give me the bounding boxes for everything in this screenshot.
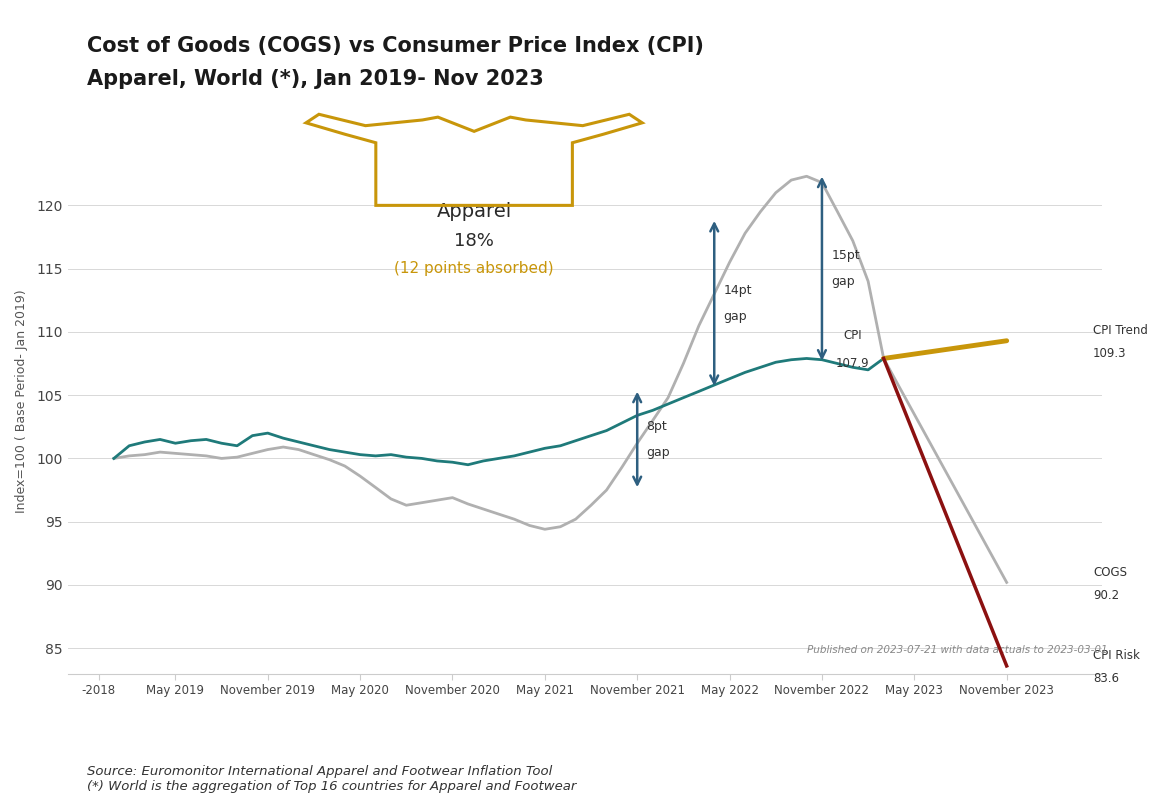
- Text: 109.3: 109.3: [1093, 347, 1127, 360]
- Text: Source: Euromonitor International Apparel and Footwear Inflation Tool
(*) World : Source: Euromonitor International Appare…: [87, 765, 576, 793]
- Text: CPI Trend: CPI Trend: [1093, 324, 1148, 337]
- Text: 18%: 18%: [454, 232, 494, 250]
- Text: CPI: CPI: [844, 329, 863, 342]
- Text: 107.9: 107.9: [836, 358, 870, 371]
- Text: 8pt: 8pt: [646, 421, 667, 434]
- Text: 90.2: 90.2: [1093, 589, 1119, 602]
- Y-axis label: Index=100 ( Base Period- Jan 2019): Index=100 ( Base Period- Jan 2019): [15, 290, 28, 513]
- Text: Apparel, World (*), Jan 2019- Nov 2023: Apparel, World (*), Jan 2019- Nov 2023: [87, 69, 544, 89]
- Text: Cost of Goods (COGS) vs Consumer Price Index (CPI): Cost of Goods (COGS) vs Consumer Price I…: [87, 36, 704, 57]
- Text: Published on 2023-07-21 with data actuals to 2023-03-01: Published on 2023-07-21 with data actual…: [807, 645, 1107, 654]
- Text: (12 points absorbed): (12 points absorbed): [395, 261, 554, 276]
- Text: 15pt: 15pt: [831, 249, 860, 262]
- Text: gap: gap: [724, 310, 747, 323]
- Text: Apparel: Apparel: [436, 202, 512, 221]
- Text: 83.6: 83.6: [1093, 672, 1119, 685]
- Text: 14pt: 14pt: [724, 284, 752, 297]
- Text: CPI Risk: CPI Risk: [1093, 649, 1140, 662]
- Text: COGS: COGS: [1093, 565, 1127, 578]
- Text: gap: gap: [831, 275, 854, 288]
- Text: gap: gap: [646, 446, 670, 459]
